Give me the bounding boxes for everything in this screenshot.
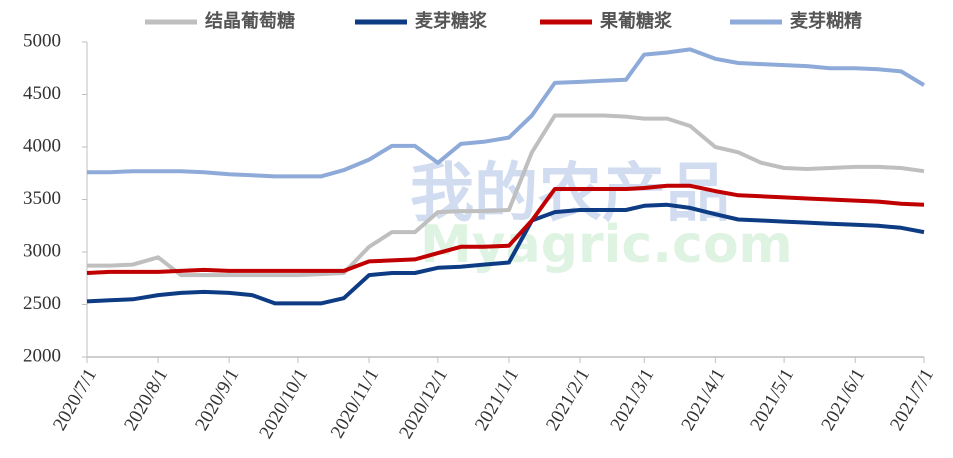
series-line: [86, 183, 925, 275]
x-tick-label: 2021/1/1: [471, 365, 523, 434]
x-tick-label: 2020/11/1: [327, 365, 383, 442]
x-tick-label: 2020/10/1: [255, 365, 312, 442]
x-tick-label: 2020/7/1: [49, 365, 101, 434]
y-tick-label: 2500: [23, 293, 61, 314]
x-tick-label: 2021/5/1: [746, 365, 798, 434]
watermark: 我的农产品 Myagric.com: [410, 157, 793, 275]
series-line: [87, 113, 925, 278]
legend-label: 麦芽糖浆: [415, 10, 488, 31]
watermark-cn: 我的农产品: [410, 157, 730, 231]
y-tick-label: 2000: [23, 345, 61, 366]
y-tick-label: 4000: [23, 135, 61, 156]
y-tick-label: 3000: [23, 240, 61, 261]
x-tick-label: 2021/2/1: [542, 365, 594, 434]
y-tick-label: 5000: [23, 30, 61, 51]
x-tick-label: 2021/6/1: [817, 365, 869, 434]
series-line: [87, 47, 926, 179]
y-tick-label: 4500: [23, 83, 61, 104]
x-tick-label: 2020/12/1: [395, 365, 452, 442]
legend-label: 果葡糖浆: [599, 10, 673, 31]
series-line: [86, 202, 925, 306]
x-tick-label: 2020/8/1: [120, 365, 172, 434]
legend-label: 结晶葡萄糖: [205, 10, 295, 31]
y-tick-label: 3500: [23, 188, 61, 209]
legend-label: 麦芽糊精: [790, 10, 862, 31]
x-tick-label: 2020/9/1: [191, 365, 243, 434]
x-tick-label: 2021/4/1: [677, 365, 729, 434]
x-tick-label: 2021/7/1: [886, 365, 938, 434]
x-tick-label: 2021/3/1: [606, 365, 658, 434]
